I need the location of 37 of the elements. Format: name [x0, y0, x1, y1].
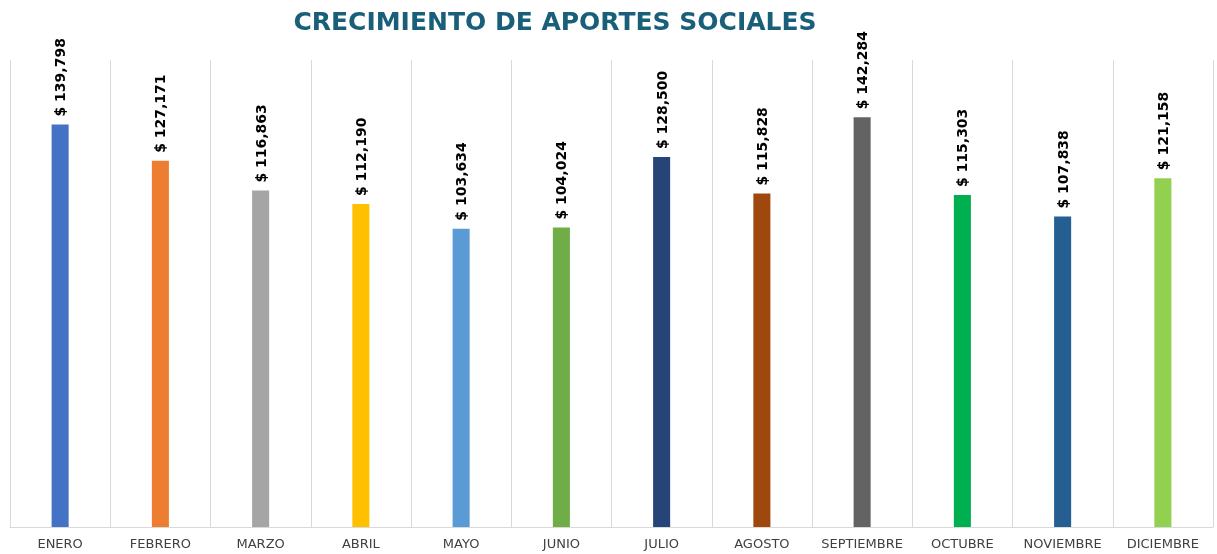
bar: [151, 160, 169, 527]
bar: [853, 117, 871, 527]
bar: [352, 203, 370, 527]
x-tick-label: DICIEMBRE: [1126, 536, 1200, 551]
x-tick-label: FEBRERO: [129, 536, 191, 551]
x-tick-label: SEPTIEMBRE: [821, 536, 903, 551]
x-tick-label: NOVIEMBRE: [1023, 536, 1102, 551]
x-tick-label: AGOSTO: [734, 536, 790, 551]
data-label: $ 115,303: [954, 108, 971, 188]
data-label: $ 127,171: [152, 74, 169, 153]
bar: [552, 227, 570, 527]
bar: [1154, 178, 1172, 527]
bar: [953, 195, 971, 527]
data-label: $ 121,158: [1154, 91, 1171, 171]
data-label: $ 112,190: [352, 117, 369, 196]
data-label: $ 104,024: [553, 140, 570, 220]
bar: [252, 190, 270, 527]
bar: [51, 124, 69, 527]
data-label: $ 128,500: [653, 70, 670, 150]
data-label: $ 103,634: [453, 141, 470, 221]
data-label: $ 115,828: [753, 107, 770, 186]
x-tick-label: JULIO: [643, 536, 679, 551]
chart-title: CRECIMIENTO DE APORTES SOCIALES: [293, 7, 817, 36]
x-tick-label: MARZO: [236, 536, 285, 551]
data-label: $ 139,798: [52, 38, 69, 117]
x-tick-label: JUNIO: [541, 536, 580, 551]
bar: [452, 228, 470, 527]
bar: [1054, 216, 1072, 527]
x-tick-label: ABRIL: [341, 536, 381, 551]
bar: [653, 157, 671, 527]
data-label: $ 142,284: [854, 30, 871, 110]
x-tick-label: OCTUBRE: [930, 536, 994, 551]
bar: [753, 193, 771, 527]
x-tick-label: ENERO: [37, 536, 83, 551]
x-tick-label: MAYO: [442, 536, 480, 551]
data-label: $ 107,838: [1054, 130, 1071, 209]
data-label: $ 116,863: [252, 104, 269, 183]
